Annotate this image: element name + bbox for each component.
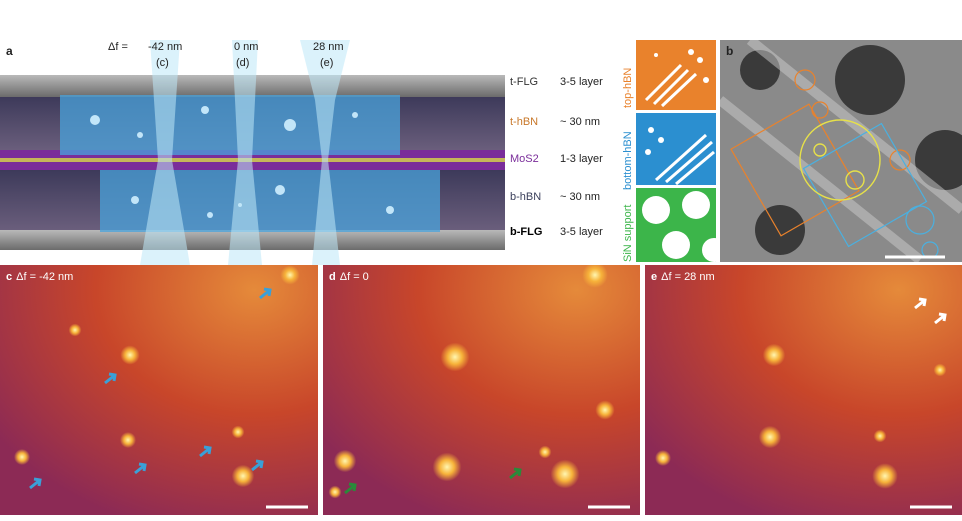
particle (550, 459, 580, 489)
layer-name: b-hBN (510, 191, 542, 203)
arrow (259, 287, 272, 300)
particle (758, 425, 782, 449)
arrow (251, 459, 264, 472)
arrow (509, 467, 522, 480)
arrow (344, 482, 357, 495)
micrograph-panel: c Δf = -42 nm (0, 265, 318, 515)
micrograph (645, 265, 962, 515)
beam-value: 28 nm (313, 41, 344, 53)
panel-label: b (726, 44, 734, 58)
arrow (104, 372, 117, 385)
caption-text: Δf = 0 (339, 271, 369, 283)
micrograph-panel: d Δf = 0 (323, 265, 640, 515)
layer-name: MoS2 (510, 153, 539, 165)
particle (14, 449, 30, 465)
stack-label: SiN support (622, 204, 634, 262)
particle (872, 463, 898, 489)
arrow (134, 462, 147, 475)
particle (120, 432, 136, 448)
panel-caption: e Δf = 28 nm (651, 271, 715, 283)
particle (595, 400, 615, 420)
df-label: Δf = (108, 41, 128, 53)
panel-label: e (651, 271, 658, 283)
micrograph-panel: e Δf = 28 nm (645, 265, 962, 515)
layer-thickness: 1-3 layer (560, 153, 603, 165)
particle (280, 265, 300, 285)
caption-text: Δf = 28 nm (661, 271, 715, 283)
panel-label: d (329, 271, 336, 283)
stack-thumbnails (636, 40, 716, 262)
beam-ref: (d) (236, 57, 250, 69)
schematic (0, 40, 505, 265)
layer-thickness: ~ 30 nm (560, 116, 601, 128)
particle (440, 342, 470, 372)
particle (432, 452, 462, 482)
particle (231, 425, 245, 439)
stack-label: bottom-hBN (622, 131, 634, 190)
arrow (934, 312, 947, 325)
particle (762, 343, 786, 367)
layer-thickness: 3-5 layer (560, 76, 603, 88)
particle (538, 445, 552, 459)
layer-name: t-hBN (510, 116, 539, 128)
beam-value: 0 nm (234, 41, 259, 53)
particle (328, 485, 342, 499)
panel-caption: c Δf = -42 nm (6, 271, 73, 283)
beam-value: -42 nm (148, 41, 183, 53)
caption-text: Δf = -42 nm (16, 271, 74, 283)
particle (655, 450, 671, 466)
micrograph (0, 265, 318, 515)
arrow (914, 297, 927, 310)
particle (582, 265, 608, 288)
panel-label: a (6, 44, 13, 58)
stack-label: top-hBN (622, 67, 634, 108)
particle (933, 363, 947, 377)
layer-thickness: 3-5 layer (560, 226, 603, 238)
panel-caption: d Δf = 0 (329, 271, 369, 283)
arrow (29, 477, 42, 490)
arrow (199, 445, 212, 458)
particle (333, 449, 357, 473)
beam-ref: (e) (320, 57, 334, 69)
micrograph-b (720, 40, 962, 262)
particle (120, 345, 140, 365)
beam-ref: (c) (156, 57, 169, 69)
layer-name: b-FLG (510, 226, 543, 238)
micrograph (323, 265, 640, 515)
layer-thickness: ~ 30 nm (560, 191, 601, 203)
particle (873, 429, 887, 443)
layer-name: t-FLG (510, 76, 539, 88)
particle (231, 464, 255, 488)
panel-label: c (6, 271, 13, 283)
particle (68, 323, 82, 337)
